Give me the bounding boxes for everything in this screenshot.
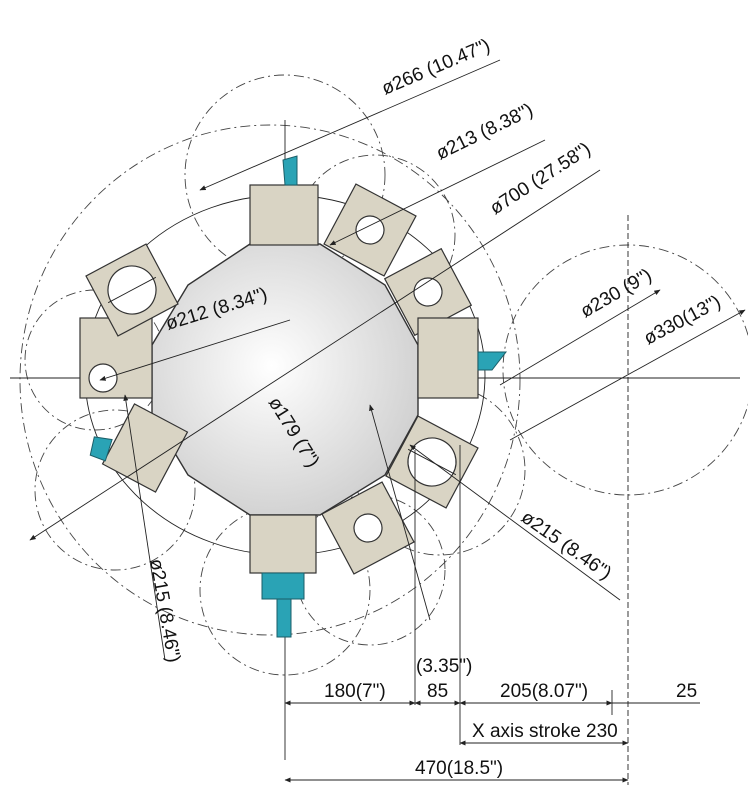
leader-d266 xyxy=(199,59,501,191)
holder-top xyxy=(249,155,319,246)
label-dim-470: 470(18.5") xyxy=(415,758,503,779)
leader-d179 xyxy=(369,404,431,621)
label-dim-180: 180(7") xyxy=(324,681,386,702)
label-dim-25: 25 xyxy=(676,681,697,702)
leader-d215-right xyxy=(409,444,621,601)
holder-right-lower xyxy=(385,415,479,509)
holder-bottom xyxy=(249,514,317,638)
circle-215-left xyxy=(34,409,196,571)
leader-d700 xyxy=(29,169,601,541)
label-d700: ø700 (27.58") xyxy=(486,139,594,220)
swing-circle-700 xyxy=(19,124,521,636)
label-dim-85: 85 xyxy=(427,681,448,702)
holder-bottom-right xyxy=(321,481,415,575)
turret-body xyxy=(151,243,419,516)
label-dim-335: (3.35") xyxy=(416,656,472,677)
label-d215-right: ø215 (8.46") xyxy=(517,507,615,584)
label-d213: ø213 (8.38") xyxy=(433,100,537,165)
leader-d213 xyxy=(329,139,546,246)
label-x-axis-stroke: X axis stroke 230 xyxy=(472,721,618,742)
holder-bottom-left xyxy=(89,403,189,493)
leader-d215-left xyxy=(123,394,166,661)
label-d330: ø330(13") xyxy=(640,292,724,350)
leader-d330 xyxy=(509,309,746,441)
holder-right xyxy=(417,317,508,399)
leader-d212 xyxy=(99,319,291,381)
holder-right-upper xyxy=(383,247,473,337)
circle-266 xyxy=(184,74,386,276)
holder-top-left xyxy=(85,243,179,337)
leader-d230 xyxy=(499,289,661,386)
label-d266: ø266 (10.47") xyxy=(379,35,494,99)
label-dim-205: 205(8.07") xyxy=(500,681,588,702)
holder-top-right xyxy=(323,183,417,277)
label-d230: ø230 (9") xyxy=(577,265,656,322)
label-d215-left: ø215 (8.46") xyxy=(145,557,184,664)
circle-bottom xyxy=(199,504,371,676)
